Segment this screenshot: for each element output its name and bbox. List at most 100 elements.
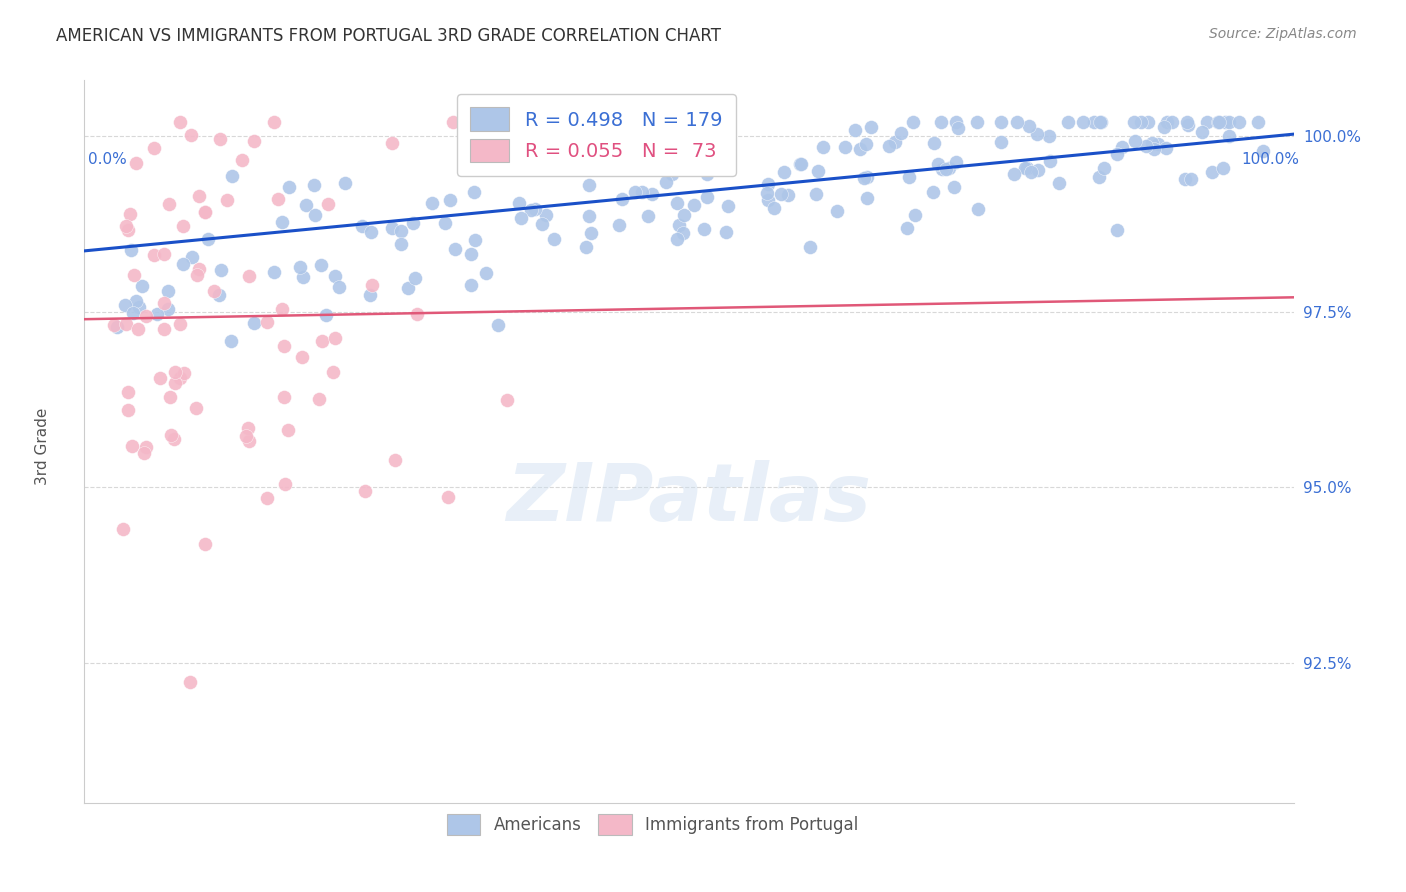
Text: 3rd Grade: 3rd Grade	[35, 408, 49, 484]
Point	[678, 150, 700, 164]
Point	[302, 178, 325, 193]
Point	[1129, 115, 1152, 129]
Point	[855, 137, 877, 152]
Point	[134, 445, 156, 459]
Point	[146, 307, 169, 321]
Point	[1195, 115, 1218, 129]
Point	[389, 237, 412, 252]
Point	[169, 371, 191, 385]
Point	[607, 218, 630, 232]
Point	[163, 432, 186, 446]
Point	[117, 385, 139, 400]
Point	[153, 296, 176, 310]
Point	[896, 220, 918, 235]
Point	[112, 522, 135, 536]
Point	[1014, 161, 1036, 175]
Point	[256, 315, 278, 329]
Point	[1160, 115, 1182, 129]
Point	[360, 226, 382, 240]
Point	[328, 279, 350, 293]
Point	[444, 242, 467, 256]
Point	[315, 309, 337, 323]
Point	[263, 115, 285, 129]
Point	[714, 225, 737, 239]
Point	[1002, 167, 1025, 181]
Point	[806, 187, 828, 202]
Point	[335, 176, 357, 190]
Point	[277, 423, 299, 437]
Point	[464, 233, 486, 247]
Point	[758, 178, 780, 192]
Point	[352, 219, 374, 234]
Point	[901, 115, 924, 129]
Point	[790, 157, 813, 171]
Point	[637, 209, 659, 223]
Point	[1005, 115, 1028, 129]
Point	[495, 393, 517, 408]
Point	[273, 476, 295, 491]
Point	[143, 141, 166, 155]
Point	[1177, 118, 1199, 132]
Point	[173, 366, 195, 380]
Point	[179, 128, 201, 143]
Point	[661, 167, 683, 181]
Point	[1087, 169, 1109, 184]
Point	[1083, 115, 1105, 129]
Point	[1123, 135, 1146, 149]
Text: Source: ZipAtlas.com: Source: ZipAtlas.com	[1209, 27, 1357, 41]
Point	[1140, 136, 1163, 151]
Point	[924, 136, 946, 151]
Point	[799, 240, 821, 254]
Text: ZIPatlas: ZIPatlas	[506, 460, 872, 539]
Point	[945, 115, 967, 129]
Point	[1218, 115, 1240, 129]
Point	[197, 231, 219, 245]
Legend: Americans, Immigrants from Portugal: Americans, Immigrants from Portugal	[440, 808, 865, 841]
Point	[682, 198, 704, 212]
Point	[243, 134, 266, 148]
Point	[1105, 146, 1128, 161]
Point	[849, 142, 872, 156]
Point	[1018, 120, 1040, 134]
Point	[406, 308, 429, 322]
Point	[890, 126, 912, 140]
Point	[311, 258, 333, 272]
Point	[238, 421, 260, 435]
Point	[693, 222, 716, 236]
Point	[153, 322, 176, 336]
Point	[1038, 128, 1060, 143]
Point	[124, 156, 146, 170]
Point	[696, 189, 718, 203]
Point	[169, 115, 191, 129]
Point	[381, 221, 404, 235]
Point	[439, 193, 461, 207]
Point	[1057, 115, 1080, 129]
Point	[188, 261, 211, 276]
Point	[990, 115, 1012, 129]
Point	[655, 175, 678, 189]
Point	[630, 185, 652, 199]
Point	[825, 204, 848, 219]
Point	[898, 169, 921, 184]
Point	[165, 365, 187, 379]
Point	[117, 223, 139, 237]
Point	[665, 231, 688, 245]
Point	[1092, 161, 1115, 175]
Point	[1147, 136, 1170, 151]
Point	[194, 205, 217, 219]
Point	[128, 300, 150, 314]
Point	[1090, 115, 1112, 129]
Point	[311, 334, 333, 348]
Point	[291, 350, 314, 364]
Point	[278, 180, 301, 194]
Point	[523, 202, 546, 216]
Point	[510, 211, 533, 225]
Point	[1191, 125, 1213, 139]
Point	[763, 201, 786, 215]
Point	[231, 153, 253, 167]
Point	[756, 193, 779, 207]
Point	[359, 288, 381, 302]
Point	[135, 309, 157, 323]
Point	[263, 264, 285, 278]
Point	[536, 208, 558, 222]
